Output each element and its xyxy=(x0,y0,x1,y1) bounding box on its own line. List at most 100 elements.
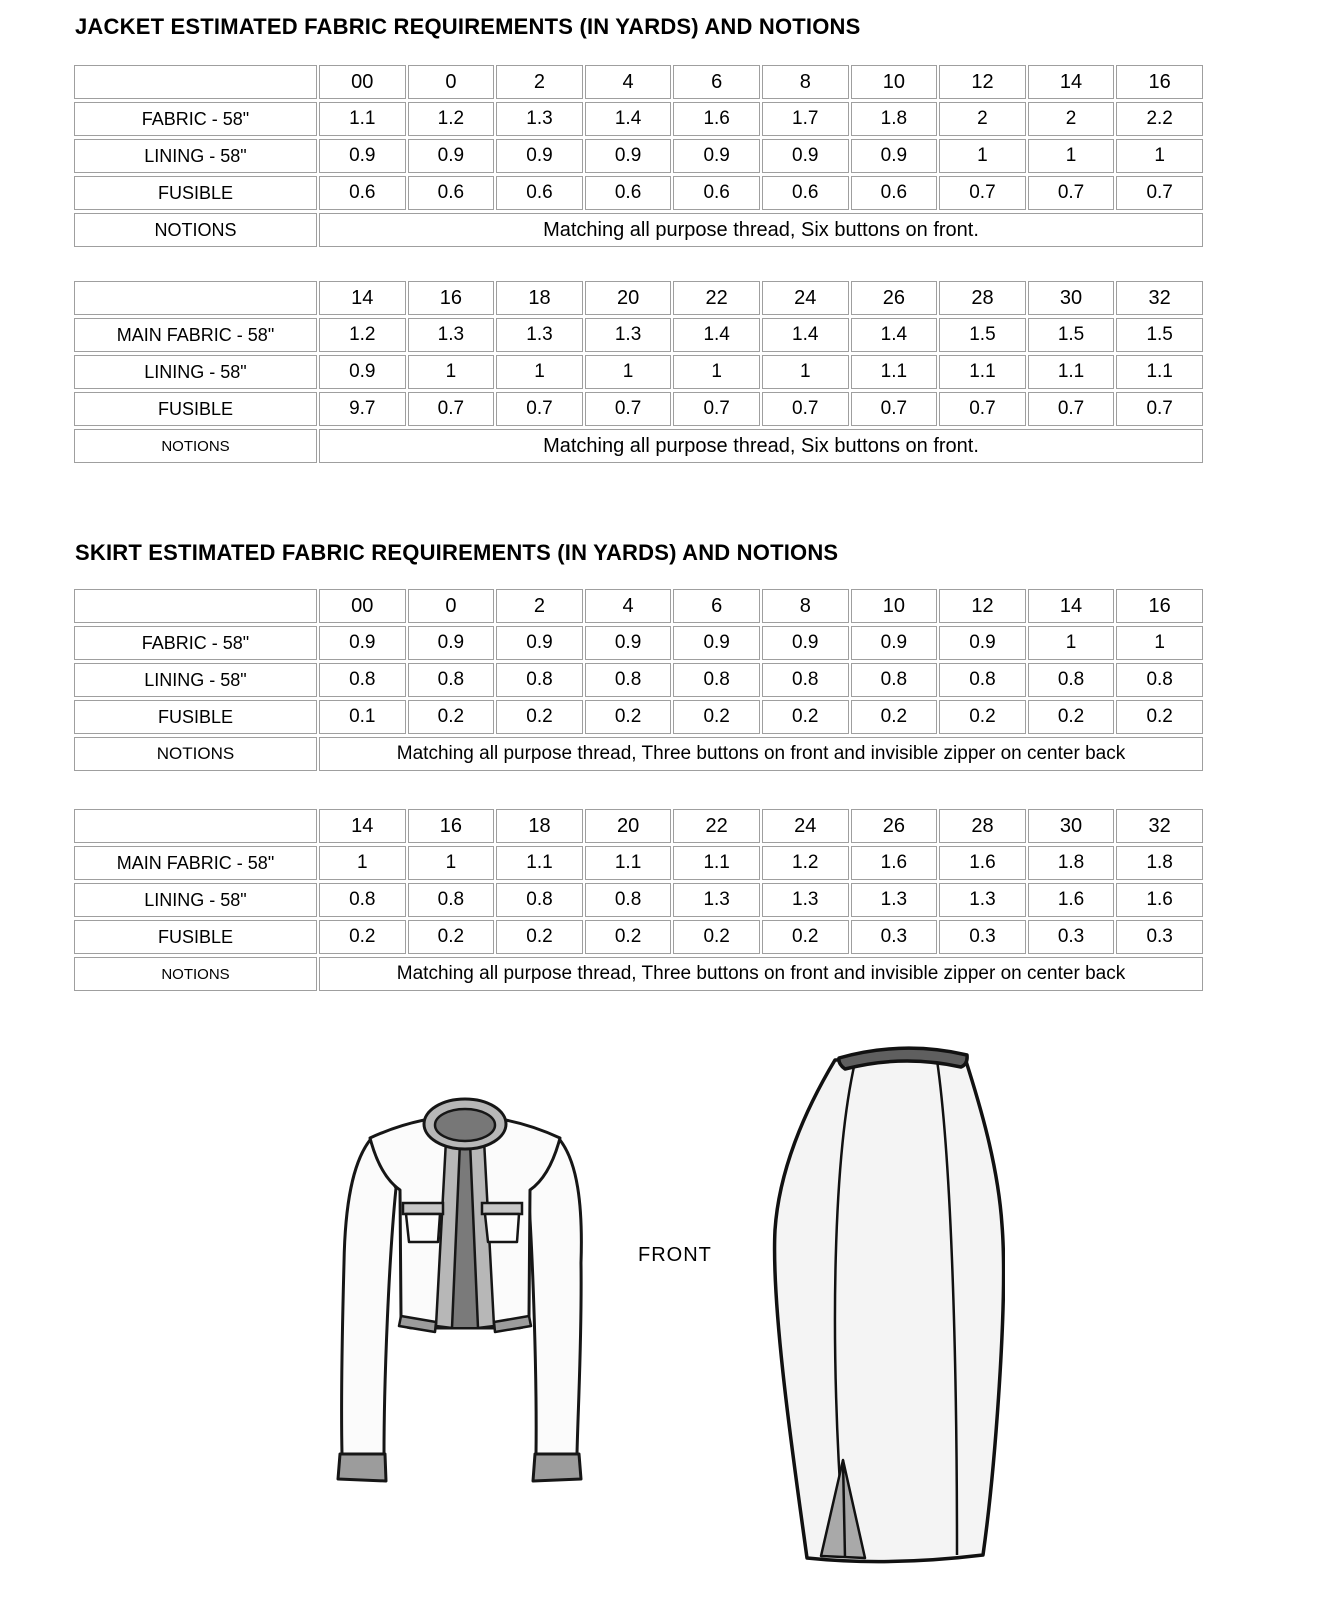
value-cell: 1.1 xyxy=(496,846,583,880)
value-cell: 0.8 xyxy=(1116,663,1203,697)
value-cell: 1.8 xyxy=(1116,846,1203,880)
value-cell: 1.3 xyxy=(673,883,760,917)
value-cell: 1.8 xyxy=(1027,846,1115,880)
value-cell: 0.3 xyxy=(1116,920,1203,954)
value-cell: 1.1 xyxy=(939,355,1026,389)
jacket-front-drawing-icon xyxy=(336,1097,583,1483)
value-cell: 1.4 xyxy=(673,318,760,352)
value-cell: 1 xyxy=(407,355,495,389)
value-cell: 0.9 xyxy=(319,139,406,173)
value-cell: 1 xyxy=(1027,626,1115,660)
requirement-row: FUSIBLE 0.2 0.2 0.2 0.2 0.2 0.2 0.3 0.3 0.3 0.3 xyxy=(74,920,1203,954)
notions-row: NOTIONS Matching all purpose thread, Thre… xyxy=(74,957,1203,991)
value-cell: 1 xyxy=(673,355,760,389)
corner-cell xyxy=(74,809,317,843)
value-cell: 1.1 xyxy=(850,355,938,389)
value-cell: 1.7 xyxy=(761,102,849,136)
requirement-row: LINING - 58" 0.9 0.9 0.9 0.9 0.9 0.9 0.9 1 1 1 xyxy=(74,139,1203,173)
pattern-sheet: JACKET ESTIMATED FABRIC REQUIREMENTS (IN… xyxy=(72,14,1205,1594)
value-cell: 1.3 xyxy=(761,883,849,917)
size-header-cell: 32 xyxy=(1116,281,1203,315)
size-header-cell: 32 xyxy=(1116,809,1203,843)
value-cell: 1.3 xyxy=(850,883,938,917)
size-header-cell: 24 xyxy=(761,281,849,315)
notions-row: NOTIONS Matching all purpose thread, Thre… xyxy=(74,737,1203,771)
value-cell: 0.1 xyxy=(319,700,406,734)
value-cell: 0.9 xyxy=(407,139,495,173)
value-cell: 0.8 xyxy=(1027,663,1115,697)
size-header-cell: 14 xyxy=(319,809,406,843)
value-cell: 0.9 xyxy=(850,626,938,660)
value-cell: 1.4 xyxy=(850,318,938,352)
value-cell: 0.8 xyxy=(319,663,406,697)
value-cell: 0.2 xyxy=(1027,700,1115,734)
row-label-cell: LINING - 58" xyxy=(74,663,317,697)
value-cell: 0.7 xyxy=(407,392,495,426)
row-label-cell: MAIN FABRIC - 58" xyxy=(74,318,317,352)
value-cell: 0.2 xyxy=(407,700,495,734)
value-cell: 0.8 xyxy=(407,883,495,917)
value-cell: 1 xyxy=(1027,139,1115,173)
size-header-cell: 16 xyxy=(1116,589,1203,623)
value-cell: 0.2 xyxy=(761,700,849,734)
value-cell: 0.8 xyxy=(673,663,760,697)
value-cell: 0.2 xyxy=(319,920,406,954)
value-cell: 0.9 xyxy=(319,355,406,389)
value-cell: 2 xyxy=(1027,102,1115,136)
value-cell: 0.7 xyxy=(850,392,938,426)
value-cell: 0.2 xyxy=(673,700,760,734)
value-cell: 0.3 xyxy=(939,920,1026,954)
size-header-cell: 6 xyxy=(673,65,760,99)
value-cell: 0.9 xyxy=(407,626,495,660)
value-cell: 9.7 xyxy=(319,392,406,426)
value-cell: 0.9 xyxy=(584,139,672,173)
size-header-cell: 14 xyxy=(1027,65,1115,99)
size-header-cell: 22 xyxy=(673,281,760,315)
corner-cell xyxy=(74,589,317,623)
value-cell: 0.2 xyxy=(584,920,672,954)
jacket-requirements-table-sizes-14-32: 14 16 18 20 22 24 26 28 30 32 MAIN FABRIC - 58" 1.2… xyxy=(72,278,1205,466)
corner-cell xyxy=(74,65,317,99)
value-cell: 2.2 xyxy=(1116,102,1203,136)
value-cell: 0.9 xyxy=(761,139,849,173)
value-cell: 0.2 xyxy=(407,920,495,954)
value-cell: 0.9 xyxy=(584,626,672,660)
row-label-cell: FABRIC - 58" xyxy=(74,102,317,136)
value-cell: 0.8 xyxy=(761,663,849,697)
value-cell: 1 xyxy=(407,846,495,880)
value-cell: 0.3 xyxy=(1027,920,1115,954)
value-cell: 1 xyxy=(584,355,672,389)
value-cell: 0.2 xyxy=(673,920,760,954)
requirement-row: LINING - 58" 0.9 1 1 1 1 1 1.1 1.1 1.1 1.1 xyxy=(74,355,1203,389)
technical-drawings: FRONT xyxy=(72,994,1340,1594)
value-cell: 0.9 xyxy=(673,626,760,660)
row-label-cell: LINING - 58" xyxy=(74,355,317,389)
row-label-cell: MAIN FABRIC - 58" xyxy=(74,846,317,880)
row-label-cell: LINING - 58" xyxy=(74,139,317,173)
size-header-cell: 30 xyxy=(1027,809,1115,843)
size-header-cell: 14 xyxy=(1027,589,1115,623)
size-header-cell: 12 xyxy=(939,65,1026,99)
requirement-row: FUSIBLE 0.6 0.6 0.6 0.6 0.6 0.6 0.6 0.7 0.7 0.7 xyxy=(74,176,1203,210)
size-header-cell: 26 xyxy=(850,281,938,315)
value-cell: 0.2 xyxy=(496,700,583,734)
value-cell: 0.8 xyxy=(939,663,1026,697)
value-cell: 0.7 xyxy=(496,392,583,426)
value-cell: 1.5 xyxy=(939,318,1026,352)
size-header-row: 00 0 2 4 6 8 10 12 14 16 xyxy=(74,65,1203,99)
value-cell: 0.9 xyxy=(939,626,1026,660)
value-cell: 0.7 xyxy=(1116,176,1203,210)
row-label-cell: FUSIBLE xyxy=(74,700,317,734)
value-cell: 1.2 xyxy=(761,846,849,880)
value-cell: 0.8 xyxy=(584,663,672,697)
size-header-cell: 28 xyxy=(939,809,1026,843)
value-cell: 1.4 xyxy=(584,102,672,136)
size-header-cell: 16 xyxy=(407,281,495,315)
value-cell: 0.6 xyxy=(761,176,849,210)
skirt-front-drawing-icon xyxy=(772,1046,1005,1564)
value-cell: 1.3 xyxy=(496,102,583,136)
value-cell: 0.8 xyxy=(850,663,938,697)
value-cell: 1.1 xyxy=(1027,355,1115,389)
skirt-section-title: SKIRT ESTIMATED FABRIC REQUIREMENTS (IN … xyxy=(75,540,839,565)
value-cell: 0.6 xyxy=(319,176,406,210)
